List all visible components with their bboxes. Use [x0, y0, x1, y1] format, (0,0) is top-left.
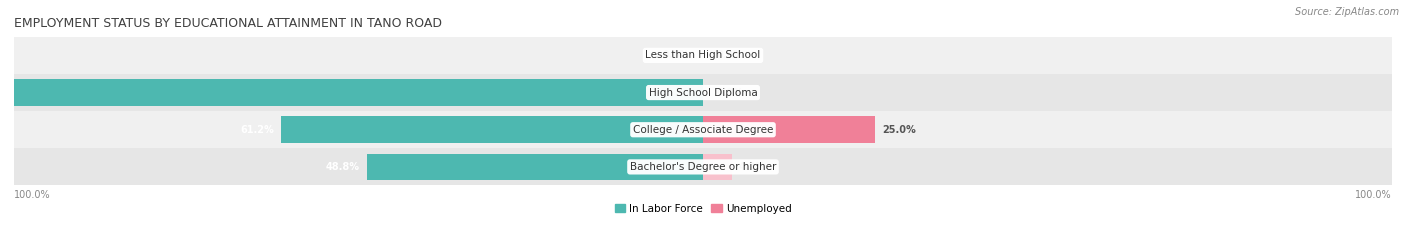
Bar: [703, 116, 875, 143]
Text: 0.0%: 0.0%: [717, 88, 744, 98]
Bar: [14, 111, 1392, 148]
Text: 61.2%: 61.2%: [240, 125, 274, 135]
Text: Bachelor's Degree or higher: Bachelor's Degree or higher: [630, 162, 776, 172]
Text: High School Diploma: High School Diploma: [648, 88, 758, 98]
Text: 0.0%: 0.0%: [662, 50, 689, 60]
Bar: [14, 74, 1392, 111]
Text: 48.8%: 48.8%: [326, 162, 360, 172]
Bar: [367, 154, 703, 180]
Legend: In Labor Force, Unemployed: In Labor Force, Unemployed: [614, 204, 792, 214]
Text: Source: ZipAtlas.com: Source: ZipAtlas.com: [1295, 7, 1399, 17]
Text: Less than High School: Less than High School: [645, 50, 761, 60]
Bar: [14, 79, 703, 106]
Bar: [281, 116, 703, 143]
Bar: [14, 37, 1392, 74]
Text: 100.0%: 100.0%: [14, 190, 51, 200]
Text: 4.2%: 4.2%: [738, 162, 766, 172]
Text: 25.0%: 25.0%: [882, 125, 915, 135]
Bar: [703, 154, 733, 180]
Text: EMPLOYMENT STATUS BY EDUCATIONAL ATTAINMENT IN TANO ROAD: EMPLOYMENT STATUS BY EDUCATIONAL ATTAINM…: [14, 17, 441, 30]
Bar: [14, 148, 1392, 185]
Text: 0.0%: 0.0%: [717, 50, 744, 60]
Text: 100.0%: 100.0%: [1355, 190, 1392, 200]
Text: 100.0%: 100.0%: [0, 88, 7, 98]
Text: College / Associate Degree: College / Associate Degree: [633, 125, 773, 135]
